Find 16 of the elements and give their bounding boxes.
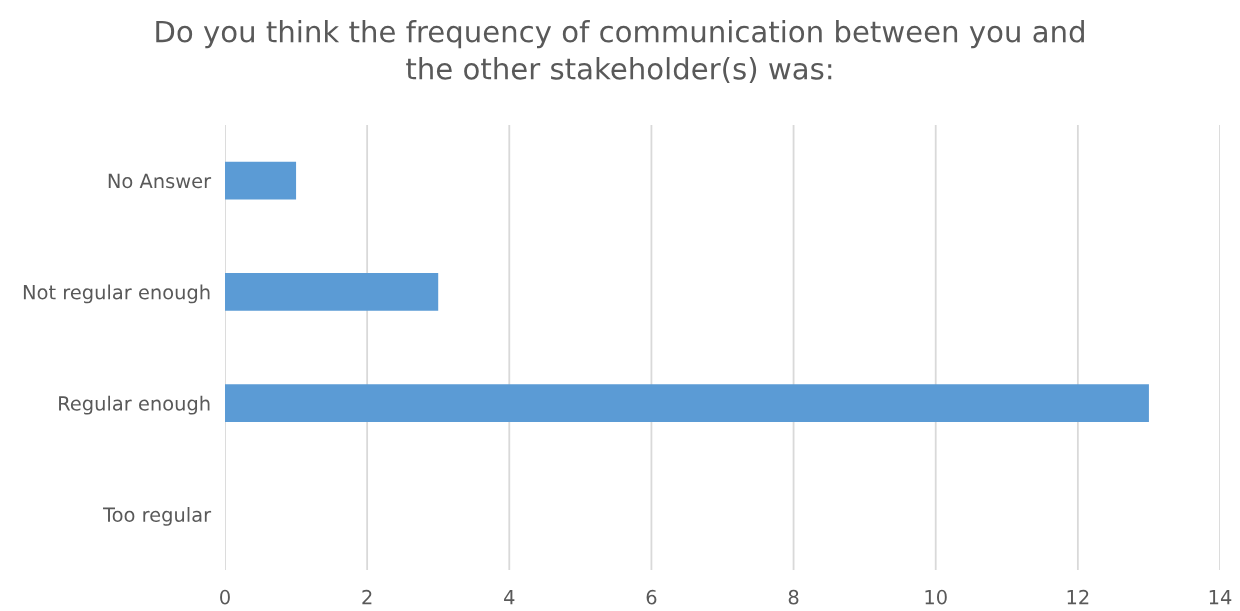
bar: [225, 161, 297, 200]
x-tick-label: 14: [1209, 590, 1232, 605]
bar: [225, 272, 439, 311]
y-tick-label: Regular enough: [59, 395, 210, 415]
chart-title: Do you think the frequency of communication between you and the other stakeholder(s) was:: [156, 20, 1084, 84]
x-tick-label: 8: [788, 589, 799, 605]
y-tick-label: Not regular enough: [23, 284, 210, 304]
x-tick-label: 12: [1067, 589, 1089, 605]
x-tick-label: 6: [646, 589, 657, 605]
x-tick-label: 4: [504, 590, 515, 605]
y-tick-label: No Answer: [108, 173, 212, 189]
bar: [225, 384, 1149, 423]
x-tick-label: 2: [362, 589, 372, 605]
y-tick-label: Too regular: [103, 506, 212, 526]
x-tick-label: 0: [220, 589, 230, 605]
x-tick-label: 10: [925, 589, 947, 605]
